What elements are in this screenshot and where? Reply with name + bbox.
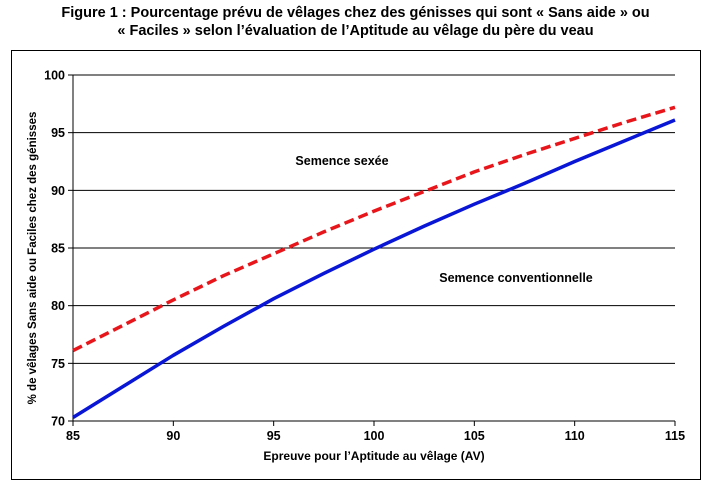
y-tick-label-75: 75	[51, 357, 65, 371]
y-tick-label-90: 90	[51, 184, 65, 198]
y-tick-label-70: 70	[51, 415, 65, 429]
y-tick-label-100: 100	[44, 69, 65, 83]
x-tick-label-110: 110	[565, 429, 585, 443]
x-tick-label-95: 95	[267, 429, 281, 443]
chart-title-line-2: « Faciles » selon l’évaluation de l’Apti…	[117, 23, 594, 39]
series-label-semence-conventionnelle: Semence conventionnelle	[439, 271, 593, 285]
y-axis-label: % de vêlages Sans aide ou Faciles chez d…	[27, 112, 39, 405]
chart-frame: 70 75 80 85 90 95 100 85 90 95 100 105 110 115 Semen…	[11, 50, 701, 480]
grid-lines	[73, 74, 675, 364]
y-tick-label-80: 80	[51, 299, 65, 313]
x-tick-labels: 85 90 95 100 105 110 115	[66, 429, 685, 443]
series-line-2	[72, 118, 676, 419]
y-tick-labels: 70 75 80 85 90 95 100	[44, 69, 65, 429]
x-axis-label: Epreuve pour l’Aptitude au vêlage (AV)	[263, 449, 484, 463]
x-tick-label-115: 115	[665, 429, 685, 443]
series-label-semence-sexee: Semence sexée	[295, 154, 388, 168]
series-line-1	[72, 105, 676, 353]
x-tick-label-90: 90	[166, 429, 180, 443]
y-tick-label-85: 85	[51, 242, 65, 256]
axes	[68, 74, 676, 426]
chart-title: Figure 1 : Pourcentage prévu de vêlages …	[0, 4, 711, 40]
x-tick-label-85: 85	[66, 429, 80, 443]
x-tick-label-100: 100	[364, 429, 385, 443]
chart-title-line-1: Figure 1 : Pourcentage prévu de vêlages …	[61, 5, 650, 21]
series-lines	[72, 105, 676, 419]
line-chart: 70 75 80 85 90 95 100 85 90 95 100 105 110 115 Semen…	[27, 69, 685, 464]
y-tick-label-95: 95	[51, 126, 65, 140]
series-labels: Semence sexée Semence conventionnelle	[295, 154, 592, 285]
x-tick-label-105: 105	[464, 429, 485, 443]
